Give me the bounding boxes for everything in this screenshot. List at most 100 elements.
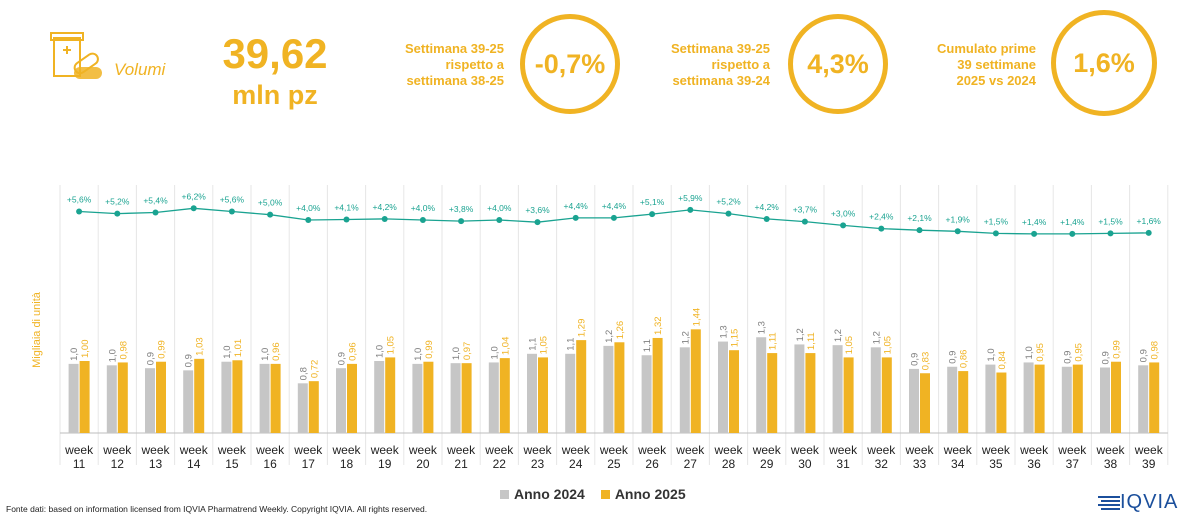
bar-label-2025: 1,32 — [653, 316, 664, 335]
x-tick-label: week — [713, 443, 743, 457]
bar-2024 — [641, 355, 652, 433]
bar-label-2025: 1,00 — [80, 340, 91, 359]
bar-label-2025: 0,99 — [1112, 340, 1123, 359]
bar-label-2025: 0,83 — [921, 352, 932, 371]
cumulative-label: +1,6% — [1137, 216, 1162, 226]
x-tick-label: week — [64, 443, 94, 457]
bar-label-2025: 1,03 — [195, 337, 206, 356]
cumulative-label: +1,5% — [1098, 216, 1123, 226]
bar-label-2025: 0,96 — [271, 342, 282, 361]
y-axis-label: Migliaia di unità — [31, 291, 43, 368]
x-tick-label: week — [370, 443, 400, 457]
legend-item-2025: Anno 2025 — [600, 486, 686, 502]
x-tick-label: week — [675, 443, 705, 457]
bar-label-2025: 0,95 — [1035, 343, 1046, 362]
cumulative-point — [534, 219, 541, 226]
bar-label-2025: 1,11 — [768, 332, 779, 350]
bar-label-2025: 1,26 — [615, 321, 626, 340]
x-tick-label: 28 — [722, 457, 736, 471]
x-tick-label: 37 — [1066, 457, 1080, 471]
x-tick-label: week — [1019, 443, 1049, 457]
bar-2025 — [652, 337, 663, 433]
bar-label-2024: 1,0 — [222, 346, 233, 359]
x-tick-label: 26 — [645, 457, 659, 471]
bar-label-2025: 1,11 — [806, 332, 817, 350]
bar-label-2025: 0,95 — [1073, 343, 1084, 362]
iqvia-logo: IQVIA — [1098, 491, 1178, 514]
bar-label-2024: 0,9 — [146, 352, 157, 365]
bar-2024 — [565, 353, 576, 433]
bar-2025 — [1034, 364, 1045, 433]
volumi-label: Volumi — [114, 60, 166, 79]
bar-2024 — [106, 365, 117, 433]
bar-label-2024: 0,9 — [337, 352, 348, 365]
bar-label-2025: 0,99 — [424, 340, 435, 359]
bar-label-2024: 1,0 — [260, 348, 271, 361]
x-tick-label: 29 — [760, 457, 774, 471]
bar-label-2025: 0,98 — [1150, 341, 1161, 360]
bar-label-2024: 1,0 — [489, 346, 500, 359]
x-tick-label: 12 — [111, 457, 125, 471]
x-tick-label: week — [943, 443, 973, 457]
cumulative-label: +1,5% — [984, 216, 1009, 226]
cumulative-point — [343, 216, 350, 223]
x-tick-label: 38 — [1104, 457, 1118, 471]
bar-2024 — [718, 341, 728, 433]
kpi-label-3: Cumulato prime 39 settimane 2025 vs 2024 — [937, 41, 1036, 88]
x-tick-label: week — [331, 443, 361, 457]
bar-label-2025: 1,05 — [844, 336, 855, 355]
bar-label-2024: 1,0 — [375, 345, 386, 358]
bar-label-2025: 1,05 — [386, 336, 397, 355]
bar-label-2024: 0,9 — [1101, 351, 1112, 364]
bar-2024 — [374, 361, 385, 433]
cumulative-point — [458, 218, 465, 225]
bar-label-2024: 0,9 — [1062, 351, 1073, 364]
bar-2024 — [488, 362, 499, 433]
x-tick-label: 36 — [1027, 457, 1041, 471]
bar-2024 — [297, 383, 308, 433]
bar-label-2025: 0,98 — [118, 341, 129, 360]
bar-label-2024: 1,0 — [986, 348, 997, 361]
x-tick-label: week — [637, 443, 667, 457]
x-tick-label: week — [904, 443, 934, 457]
cumulative-label: +4,1% — [334, 202, 359, 212]
legend-swatch-2024 — [500, 489, 509, 499]
cumulative-label: +4,0% — [411, 203, 436, 213]
cumulative-label: +5,1% — [640, 197, 665, 207]
bar-2024 — [412, 363, 423, 433]
bar-2025 — [347, 363, 357, 433]
total-volume-unit: mln pz — [232, 80, 318, 110]
bar-2025 — [79, 361, 90, 433]
cumulative-label: +5,6% — [220, 194, 245, 204]
x-tick-label: 31 — [836, 457, 850, 471]
bar-2024 — [527, 353, 537, 433]
cumulative-point — [381, 215, 388, 222]
x-tick-label: week — [561, 443, 591, 457]
bar-label-2025: 1,29 — [577, 319, 588, 338]
bar-2024 — [947, 366, 958, 433]
bar-2024 — [145, 368, 155, 433]
bar-2024 — [1100, 367, 1110, 433]
bar-label-2025: 1,01 — [233, 339, 244, 358]
bar-2024 — [832, 345, 843, 433]
x-tick-label: week — [790, 443, 820, 457]
cumulative-point — [610, 214, 617, 221]
bar-label-2025: 1,15 — [730, 329, 741, 348]
cumulative-point — [1107, 230, 1114, 237]
cumulative-label: +3,8% — [449, 204, 474, 214]
cumulative-point — [801, 218, 808, 225]
bar-label-2024: 1,3 — [719, 325, 730, 338]
cumulative-label: +4,2% — [373, 202, 398, 212]
cumulative-label: +1,4% — [1060, 217, 1085, 227]
x-tick-label: 19 — [378, 457, 392, 471]
kpi-label-2: Settimana 39-25 rispetto a settimana 39-… — [671, 41, 770, 88]
x-tick-label: week — [522, 443, 552, 457]
bar-2025 — [958, 371, 969, 433]
kpi-circle-1: -0,7% — [520, 14, 620, 114]
bar-2025 — [194, 358, 205, 433]
bar-2025 — [690, 329, 701, 433]
cumulative-label: +5,4% — [143, 196, 168, 206]
legend-label-2025: Anno 2025 — [614, 486, 686, 502]
bar-2025 — [805, 353, 816, 433]
x-tick-label: 16 — [263, 457, 277, 471]
